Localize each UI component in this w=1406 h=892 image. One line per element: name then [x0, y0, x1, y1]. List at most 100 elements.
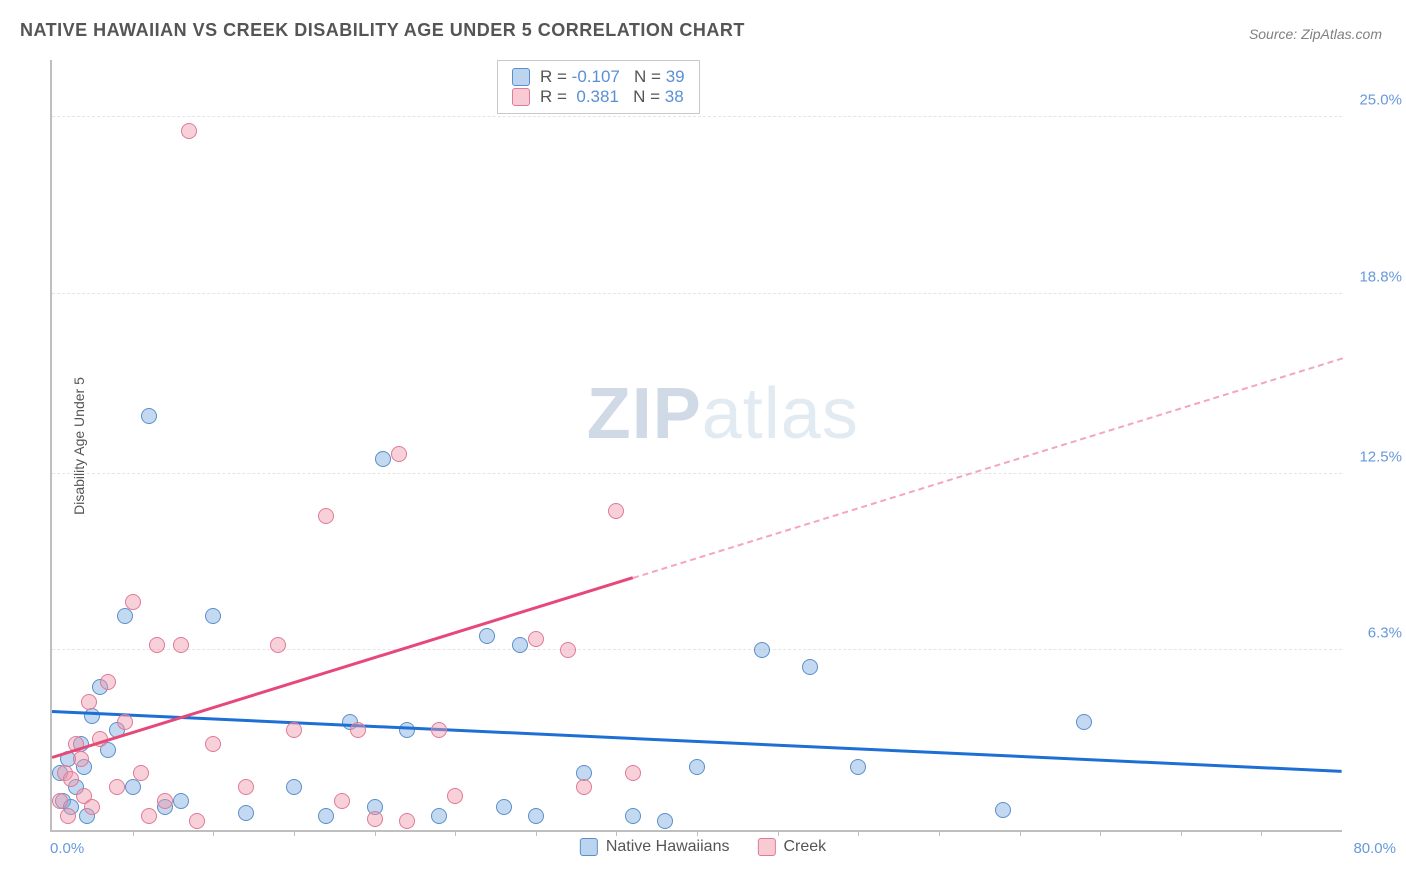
legend-item: Creek — [757, 838, 826, 856]
stats-box: R = -0.107 N = 39R = 0.381 N = 38 — [497, 60, 700, 114]
gridline — [52, 473, 1342, 474]
scatter-point — [657, 813, 673, 829]
scatter-point — [512, 637, 528, 653]
scatter-point — [173, 637, 189, 653]
scatter-point — [109, 779, 125, 795]
x-tick — [455, 830, 456, 836]
scatter-point — [608, 503, 624, 519]
y-tick-label: 12.5% — [1359, 448, 1402, 465]
scatter-point — [63, 771, 79, 787]
x-axis-min-label: 0.0% — [50, 840, 84, 857]
scatter-plot-area: ZIPatlas R = -0.107 N = 39R = 0.381 N = … — [50, 60, 1342, 832]
scatter-point — [367, 811, 383, 827]
scatter-point — [350, 722, 366, 738]
scatter-point — [850, 759, 866, 775]
y-tick-label: 25.0% — [1359, 92, 1402, 109]
x-tick — [939, 830, 940, 836]
x-tick — [616, 830, 617, 836]
scatter-point — [189, 813, 205, 829]
y-tick-label: 6.3% — [1368, 625, 1402, 642]
scatter-point — [286, 722, 302, 738]
scatter-point — [399, 813, 415, 829]
pink-swatch-icon — [757, 838, 775, 856]
x-tick — [213, 830, 214, 836]
scatter-point — [141, 408, 157, 424]
trend-line-pink-dashed — [632, 357, 1342, 579]
scatter-point — [286, 779, 302, 795]
blue-swatch-icon — [580, 838, 598, 856]
x-tick — [778, 830, 779, 836]
scatter-point — [560, 642, 576, 658]
legend: Native Hawaiians Creek — [580, 838, 826, 856]
scatter-point — [173, 793, 189, 809]
scatter-point — [334, 793, 350, 809]
chart-title: NATIVE HAWAIIAN VS CREEK DISABILITY AGE … — [20, 20, 745, 41]
scatter-point — [447, 788, 463, 804]
scatter-point — [995, 802, 1011, 818]
scatter-point — [479, 628, 495, 644]
scatter-point — [125, 779, 141, 795]
scatter-point — [399, 722, 415, 738]
scatter-point — [84, 708, 100, 724]
stats-row: R = 0.381 N = 38 — [512, 87, 685, 107]
x-tick — [1020, 830, 1021, 836]
y-tick-label: 18.8% — [1359, 268, 1402, 285]
scatter-point — [689, 759, 705, 775]
scatter-point — [117, 714, 133, 730]
scatter-point — [528, 808, 544, 824]
scatter-point — [117, 608, 133, 624]
scatter-point — [125, 594, 141, 610]
x-tick — [375, 830, 376, 836]
scatter-point — [84, 799, 100, 815]
scatter-point — [528, 631, 544, 647]
scatter-point — [60, 808, 76, 824]
x-tick — [536, 830, 537, 836]
scatter-point — [431, 808, 447, 824]
scatter-point — [576, 779, 592, 795]
x-tick — [1181, 830, 1182, 836]
scatter-point — [238, 805, 254, 821]
source-attribution: Source: ZipAtlas.com — [1249, 26, 1382, 42]
blue-swatch-icon — [512, 68, 530, 86]
scatter-point — [205, 736, 221, 752]
stats-row: R = -0.107 N = 39 — [512, 67, 685, 87]
scatter-point — [391, 446, 407, 462]
x-tick — [858, 830, 859, 836]
scatter-point — [802, 659, 818, 675]
x-tick — [1100, 830, 1101, 836]
scatter-point — [496, 799, 512, 815]
scatter-point — [149, 637, 165, 653]
x-tick — [294, 830, 295, 836]
gridline — [52, 293, 1342, 294]
scatter-point — [141, 808, 157, 824]
scatter-point — [318, 808, 334, 824]
legend-item: Native Hawaiians — [580, 838, 730, 856]
x-tick — [1261, 830, 1262, 836]
scatter-point — [270, 637, 286, 653]
scatter-point — [133, 765, 149, 781]
scatter-point — [205, 608, 221, 624]
scatter-point — [625, 808, 641, 824]
scatter-point — [1076, 714, 1092, 730]
pink-swatch-icon — [512, 88, 530, 106]
legend-label: Native Hawaiians — [606, 838, 730, 856]
scatter-point — [431, 722, 447, 738]
x-tick — [697, 830, 698, 836]
scatter-point — [625, 765, 641, 781]
watermark: ZIPatlas — [587, 373, 859, 455]
gridline — [52, 116, 1342, 117]
scatter-point — [181, 123, 197, 139]
scatter-point — [238, 779, 254, 795]
x-axis-max-label: 80.0% — [1353, 840, 1396, 857]
x-tick — [133, 830, 134, 836]
scatter-point — [318, 508, 334, 524]
stats-text: R = -0.107 N = 39 — [540, 67, 685, 87]
legend-label: Creek — [783, 838, 826, 856]
scatter-point — [754, 642, 770, 658]
scatter-point — [100, 674, 116, 690]
scatter-point — [81, 694, 97, 710]
scatter-point — [157, 793, 173, 809]
stats-text: R = 0.381 N = 38 — [540, 87, 684, 107]
scatter-point — [73, 751, 89, 767]
scatter-point — [375, 451, 391, 467]
